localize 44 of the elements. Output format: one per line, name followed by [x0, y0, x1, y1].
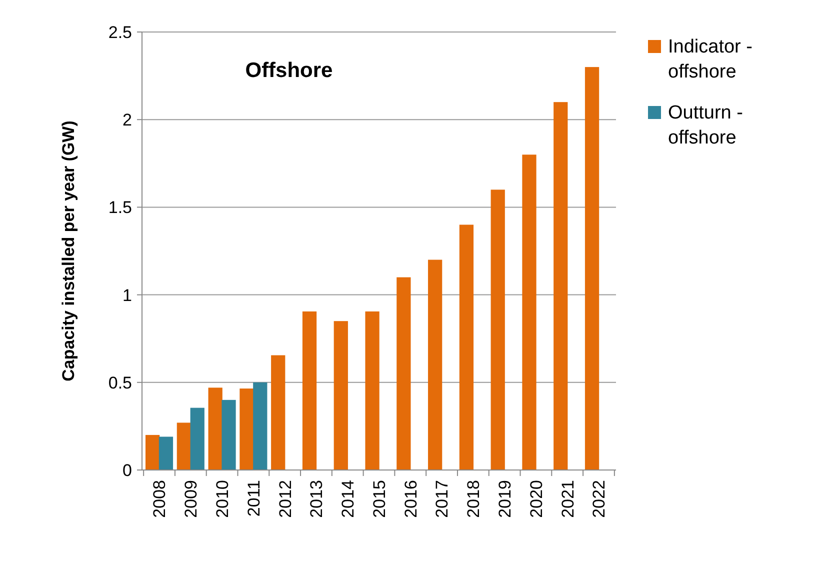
- x-tick-label: 2019: [496, 480, 515, 518]
- x-tick-label: 2015: [370, 480, 389, 518]
- bar: [428, 260, 442, 470]
- legend-label: Outturn - offshore: [668, 102, 743, 148]
- bar: [145, 434, 160, 470]
- x-tick-label: 2012: [276, 480, 295, 518]
- x-tick-label: 2014: [338, 480, 358, 518]
- bar: [158, 436, 174, 470]
- x-tick-label: 2013: [307, 480, 326, 518]
- x-tick-label: 2022: [590, 480, 609, 518]
- y-tick-label: 0.5: [108, 373, 132, 392]
- bar: [365, 311, 380, 470]
- x-tick-label: 2017: [432, 480, 452, 518]
- x-tick-label: 2008: [150, 480, 170, 518]
- bar: [190, 408, 204, 470]
- bar: [222, 400, 236, 470]
- y-axis-title: Capacity installed per year (GW): [59, 120, 78, 382]
- y-tick-label: 2.5: [108, 22, 132, 42]
- text: Offshore: [245, 59, 333, 82]
- y-tick-label: 0: [122, 460, 132, 480]
- x-tick-label: 2020: [526, 480, 546, 518]
- y-tick-label: 2: [122, 110, 132, 130]
- x-tick-label: 2011: [244, 480, 264, 517]
- bar: [334, 321, 348, 470]
- bar: [253, 382, 268, 470]
- bar: [208, 388, 222, 470]
- x-tick-label: 2009: [182, 480, 201, 518]
- x-tick-label: 2021: [558, 480, 578, 518]
- y-tick-label: 1: [122, 286, 132, 305]
- bar: [584, 67, 600, 470]
- x-tick-label: 2016: [401, 480, 420, 518]
- bar: [490, 190, 505, 470]
- bar: [396, 277, 411, 470]
- bar: [554, 102, 568, 470]
- legend-label: Indicator - offshore: [668, 36, 752, 82]
- bar: [271, 355, 286, 470]
- bar: [522, 154, 536, 470]
- y-tick-label: 1.5: [108, 198, 132, 218]
- x-tick-label: 2010: [212, 480, 232, 518]
- bar: [302, 311, 317, 470]
- bar: [459, 224, 474, 470]
- x-tick-label: 2018: [464, 480, 484, 518]
- bar: [240, 388, 254, 470]
- bar: [176, 422, 192, 470]
